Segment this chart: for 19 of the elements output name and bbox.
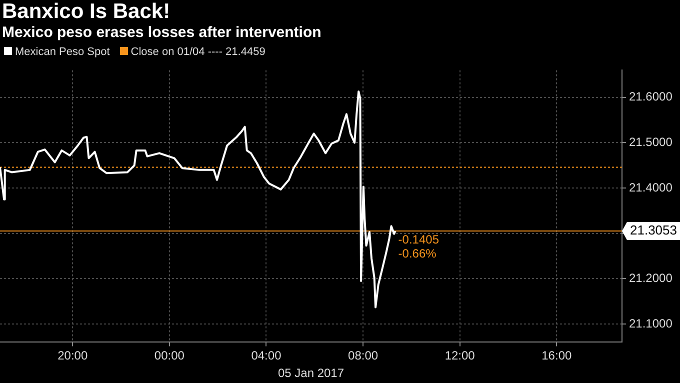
annotation: -0.1405 [398, 232, 440, 246]
legend-label: Close on 01/04 ---- 21.4459 [130, 46, 266, 58]
y-tick-label: 21.6000 [629, 90, 673, 104]
ref-line-label: 21.3053 [630, 222, 677, 238]
x-tick-label: 00:00 [154, 348, 185, 363]
chart-title: Banxico Is Back! [2, 0, 170, 24]
x-tick-label: 16:00 [542, 348, 572, 363]
x-axis-title: 05 Jan 2017 [278, 366, 344, 380]
y-tick-label: 21.1000 [629, 316, 673, 330]
legend-label: Mexican Peso Spot [14, 46, 110, 58]
x-tick-label: 12:00 [444, 348, 476, 363]
y-tick-label: 21.2000 [629, 271, 673, 286]
x-tick-label: 20:00 [58, 348, 88, 363]
annotation: -0.66% [398, 246, 437, 260]
y-tick-label: 21.4000 [629, 180, 673, 194]
chart-subtitle: Mexico peso erases losses after intervention [2, 24, 322, 41]
x-tick-label: 04:00 [251, 348, 282, 363]
x-tick-label: 08:00 [348, 348, 378, 363]
y-tick-label: 21.5000 [629, 135, 673, 150]
